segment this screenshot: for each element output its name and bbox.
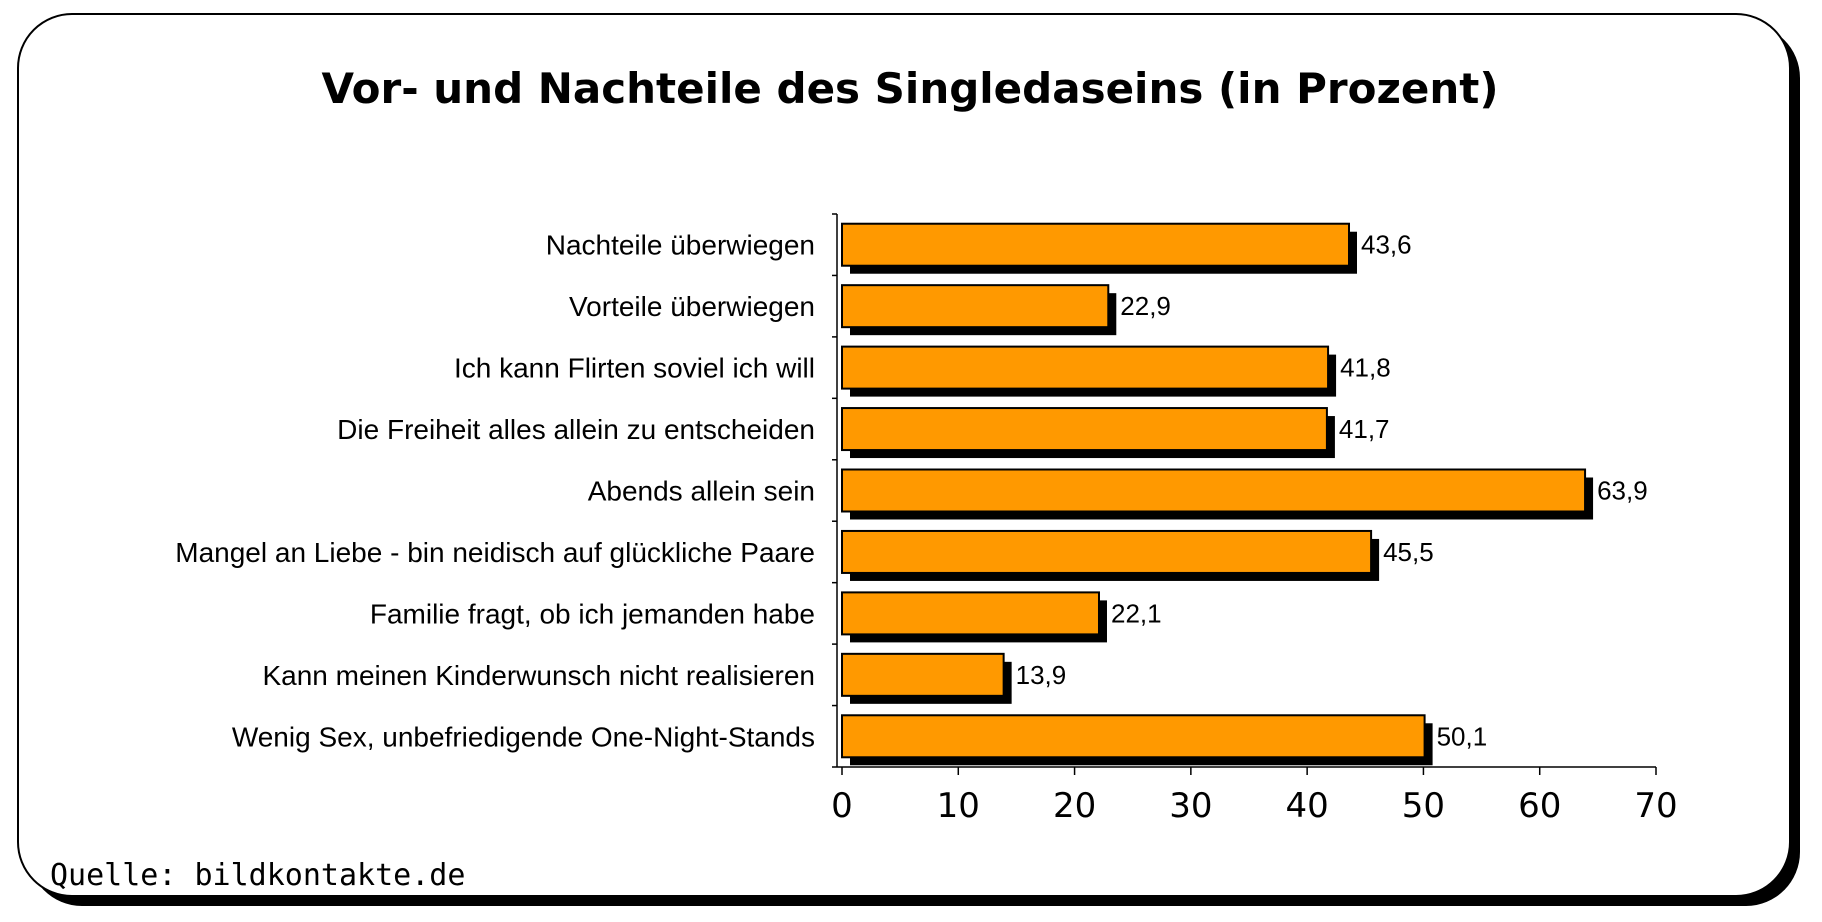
x-tick-label: 50 bbox=[1402, 786, 1445, 826]
bar bbox=[841, 468, 1587, 513]
data-label: 50,1 bbox=[1437, 721, 1488, 751]
plot-area: 0 10 20 30 40 50 60 70 43,6 Nachteile überwiegen 2… bbox=[175, 213, 1678, 826]
category-label: Kann meinen Kinderwunsch nicht realisier… bbox=[262, 660, 815, 691]
bar bbox=[841, 284, 1110, 329]
data-label: 41,8 bbox=[1340, 353, 1391, 383]
data-label: 45,5 bbox=[1383, 537, 1434, 567]
chart-title: Vor- und Nachteile des Singledaseins (in… bbox=[321, 64, 1498, 113]
x-tick-label: 20 bbox=[1053, 786, 1096, 826]
bar bbox=[841, 345, 1330, 390]
bar bbox=[841, 591, 1100, 636]
category-label: Nachteile überwiegen bbox=[546, 230, 815, 261]
category-label: Vorteile überwiegen bbox=[569, 291, 815, 322]
x-tick-label: 70 bbox=[1634, 786, 1677, 826]
bar bbox=[841, 714, 1426, 759]
data-label: 22,1 bbox=[1111, 598, 1162, 628]
data-label: 43,6 bbox=[1361, 230, 1412, 260]
category-label: Familie fragt, ob ich jemanden habe bbox=[370, 598, 815, 629]
bar bbox=[841, 652, 1005, 697]
data-label: 13,9 bbox=[1016, 660, 1067, 690]
category-label: Ich kann Flirten soviel ich will bbox=[454, 353, 815, 384]
bar bbox=[841, 529, 1373, 574]
x-tick-label: 10 bbox=[937, 786, 980, 826]
data-label: 63,9 bbox=[1597, 476, 1648, 506]
category-label: Die Freiheit alles allein zu entscheiden bbox=[337, 414, 815, 445]
bar bbox=[841, 222, 1351, 267]
data-label: 22,9 bbox=[1120, 291, 1171, 321]
x-tick-label: 40 bbox=[1286, 786, 1329, 826]
x-tick-label: 30 bbox=[1169, 786, 1212, 826]
source-label: Quelle: bildkontakte.de bbox=[50, 858, 465, 893]
data-label: 41,7 bbox=[1339, 414, 1390, 444]
category-label: Mangel an Liebe - bin neidisch auf glück… bbox=[175, 537, 815, 568]
x-tick-label: 0 bbox=[831, 786, 853, 826]
category-label: Abends allein sein bbox=[588, 476, 815, 507]
x-tick-label: 60 bbox=[1518, 786, 1561, 826]
bar bbox=[841, 407, 1328, 452]
category-label: Wenig Sex, unbefriedigende One-Night-Sta… bbox=[232, 721, 815, 752]
